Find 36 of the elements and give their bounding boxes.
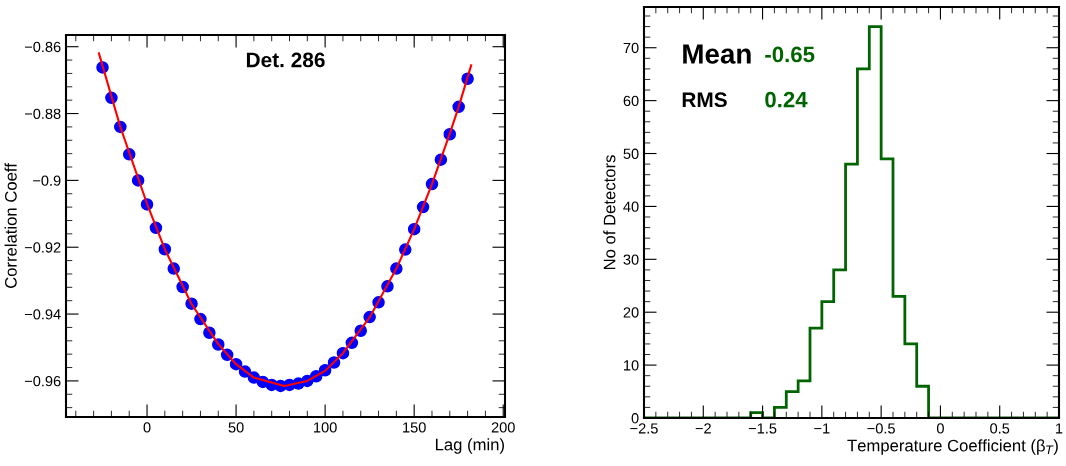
- x-tick-label: 0: [143, 422, 151, 433]
- x-axis-title: Temperature Coefficient (β$_{T}$): [847, 439, 1058, 455]
- x-tick-label: 0.5: [990, 423, 1010, 434]
- y-tick-label: 70: [623, 42, 639, 54]
- y-tick-label: 40: [623, 201, 639, 212]
- x-tick-label: 150: [403, 422, 426, 433]
- y-tick-label: 0: [631, 413, 639, 424]
- annotation: -0.65: [765, 46, 815, 63]
- y-axis-title: No of Detectors: [603, 155, 616, 270]
- annotation: Det. 286: [246, 52, 325, 68]
- annotation: Mean: [683, 44, 751, 64]
- y-tick-label: 10: [624, 360, 639, 371]
- annotation: RMS: [682, 92, 727, 108]
- y-axis-title: Correlation Coeff: [4, 163, 17, 288]
- x-tick-label: 200: [491, 422, 515, 433]
- y-tick-label: 20: [623, 307, 639, 318]
- y-tick-label: 50: [623, 148, 639, 159]
- y-tick-label: −0.94: [24, 309, 61, 320]
- y-tick-label: −0.88: [24, 108, 61, 119]
- y-tick-label: 30: [623, 254, 639, 265]
- x-tick-label: 50: [228, 422, 244, 433]
- y-tick-label: −0.9: [33, 175, 61, 186]
- y-tick-label: −0.86: [24, 41, 61, 53]
- y-tick-label: −0.92: [24, 242, 61, 253]
- x-tick-label: −0.5: [867, 423, 895, 434]
- x-tick-label: −2: [695, 423, 711, 434]
- annotation: 0.24: [765, 91, 808, 108]
- y-tick-label: 60: [623, 95, 639, 107]
- x-tick-label: 100: [314, 422, 337, 433]
- x-axis-title: Lag (min): [435, 438, 504, 454]
- x-tick-label: −2.5: [630, 423, 658, 434]
- x-tick-label: −1.5: [748, 423, 777, 434]
- x-tick-label: 0: [936, 423, 944, 434]
- x-tick-label: 1: [1056, 423, 1063, 434]
- y-tick-label: −0.96: [24, 376, 61, 387]
- x-tick-label: −1: [814, 423, 830, 434]
